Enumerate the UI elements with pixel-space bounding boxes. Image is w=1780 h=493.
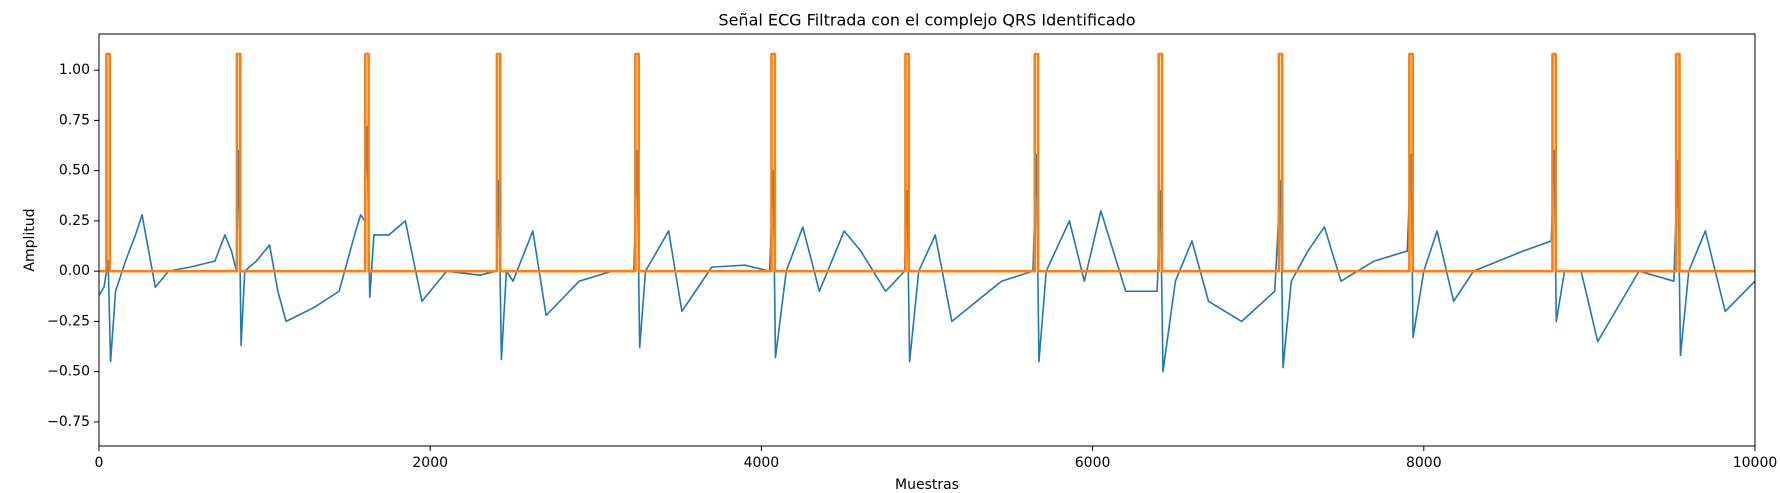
y-tick-label: −0.25 xyxy=(47,313,90,329)
y-tick-label: 1.00 xyxy=(59,62,90,78)
y-tick-label: −0.75 xyxy=(47,414,90,430)
chart-title: Señal ECG Filtrada con el complejo QRS I… xyxy=(718,11,1135,30)
x-tick-label: 2000 xyxy=(412,455,448,471)
x-tick-label: 10000 xyxy=(1733,455,1778,471)
x-tick-label: 0 xyxy=(95,455,104,471)
x-axis-label: Muestras xyxy=(895,477,959,493)
y-tick-label: 0.25 xyxy=(59,213,90,229)
y-tick-label: 0.50 xyxy=(59,163,90,179)
x-tick-label: 4000 xyxy=(744,455,780,471)
y-tick-label: 0.00 xyxy=(59,263,90,279)
y-tick-label: 0.75 xyxy=(59,112,90,128)
y-axis-label: Amplitud xyxy=(22,208,38,271)
x-tick-label: 8000 xyxy=(1406,455,1442,471)
plot-frame xyxy=(98,33,1756,447)
series-line xyxy=(98,125,1756,373)
x-tick-label: 6000 xyxy=(1075,455,1111,471)
series-line xyxy=(99,52,1755,273)
y-tick-label: −0.50 xyxy=(47,364,90,380)
